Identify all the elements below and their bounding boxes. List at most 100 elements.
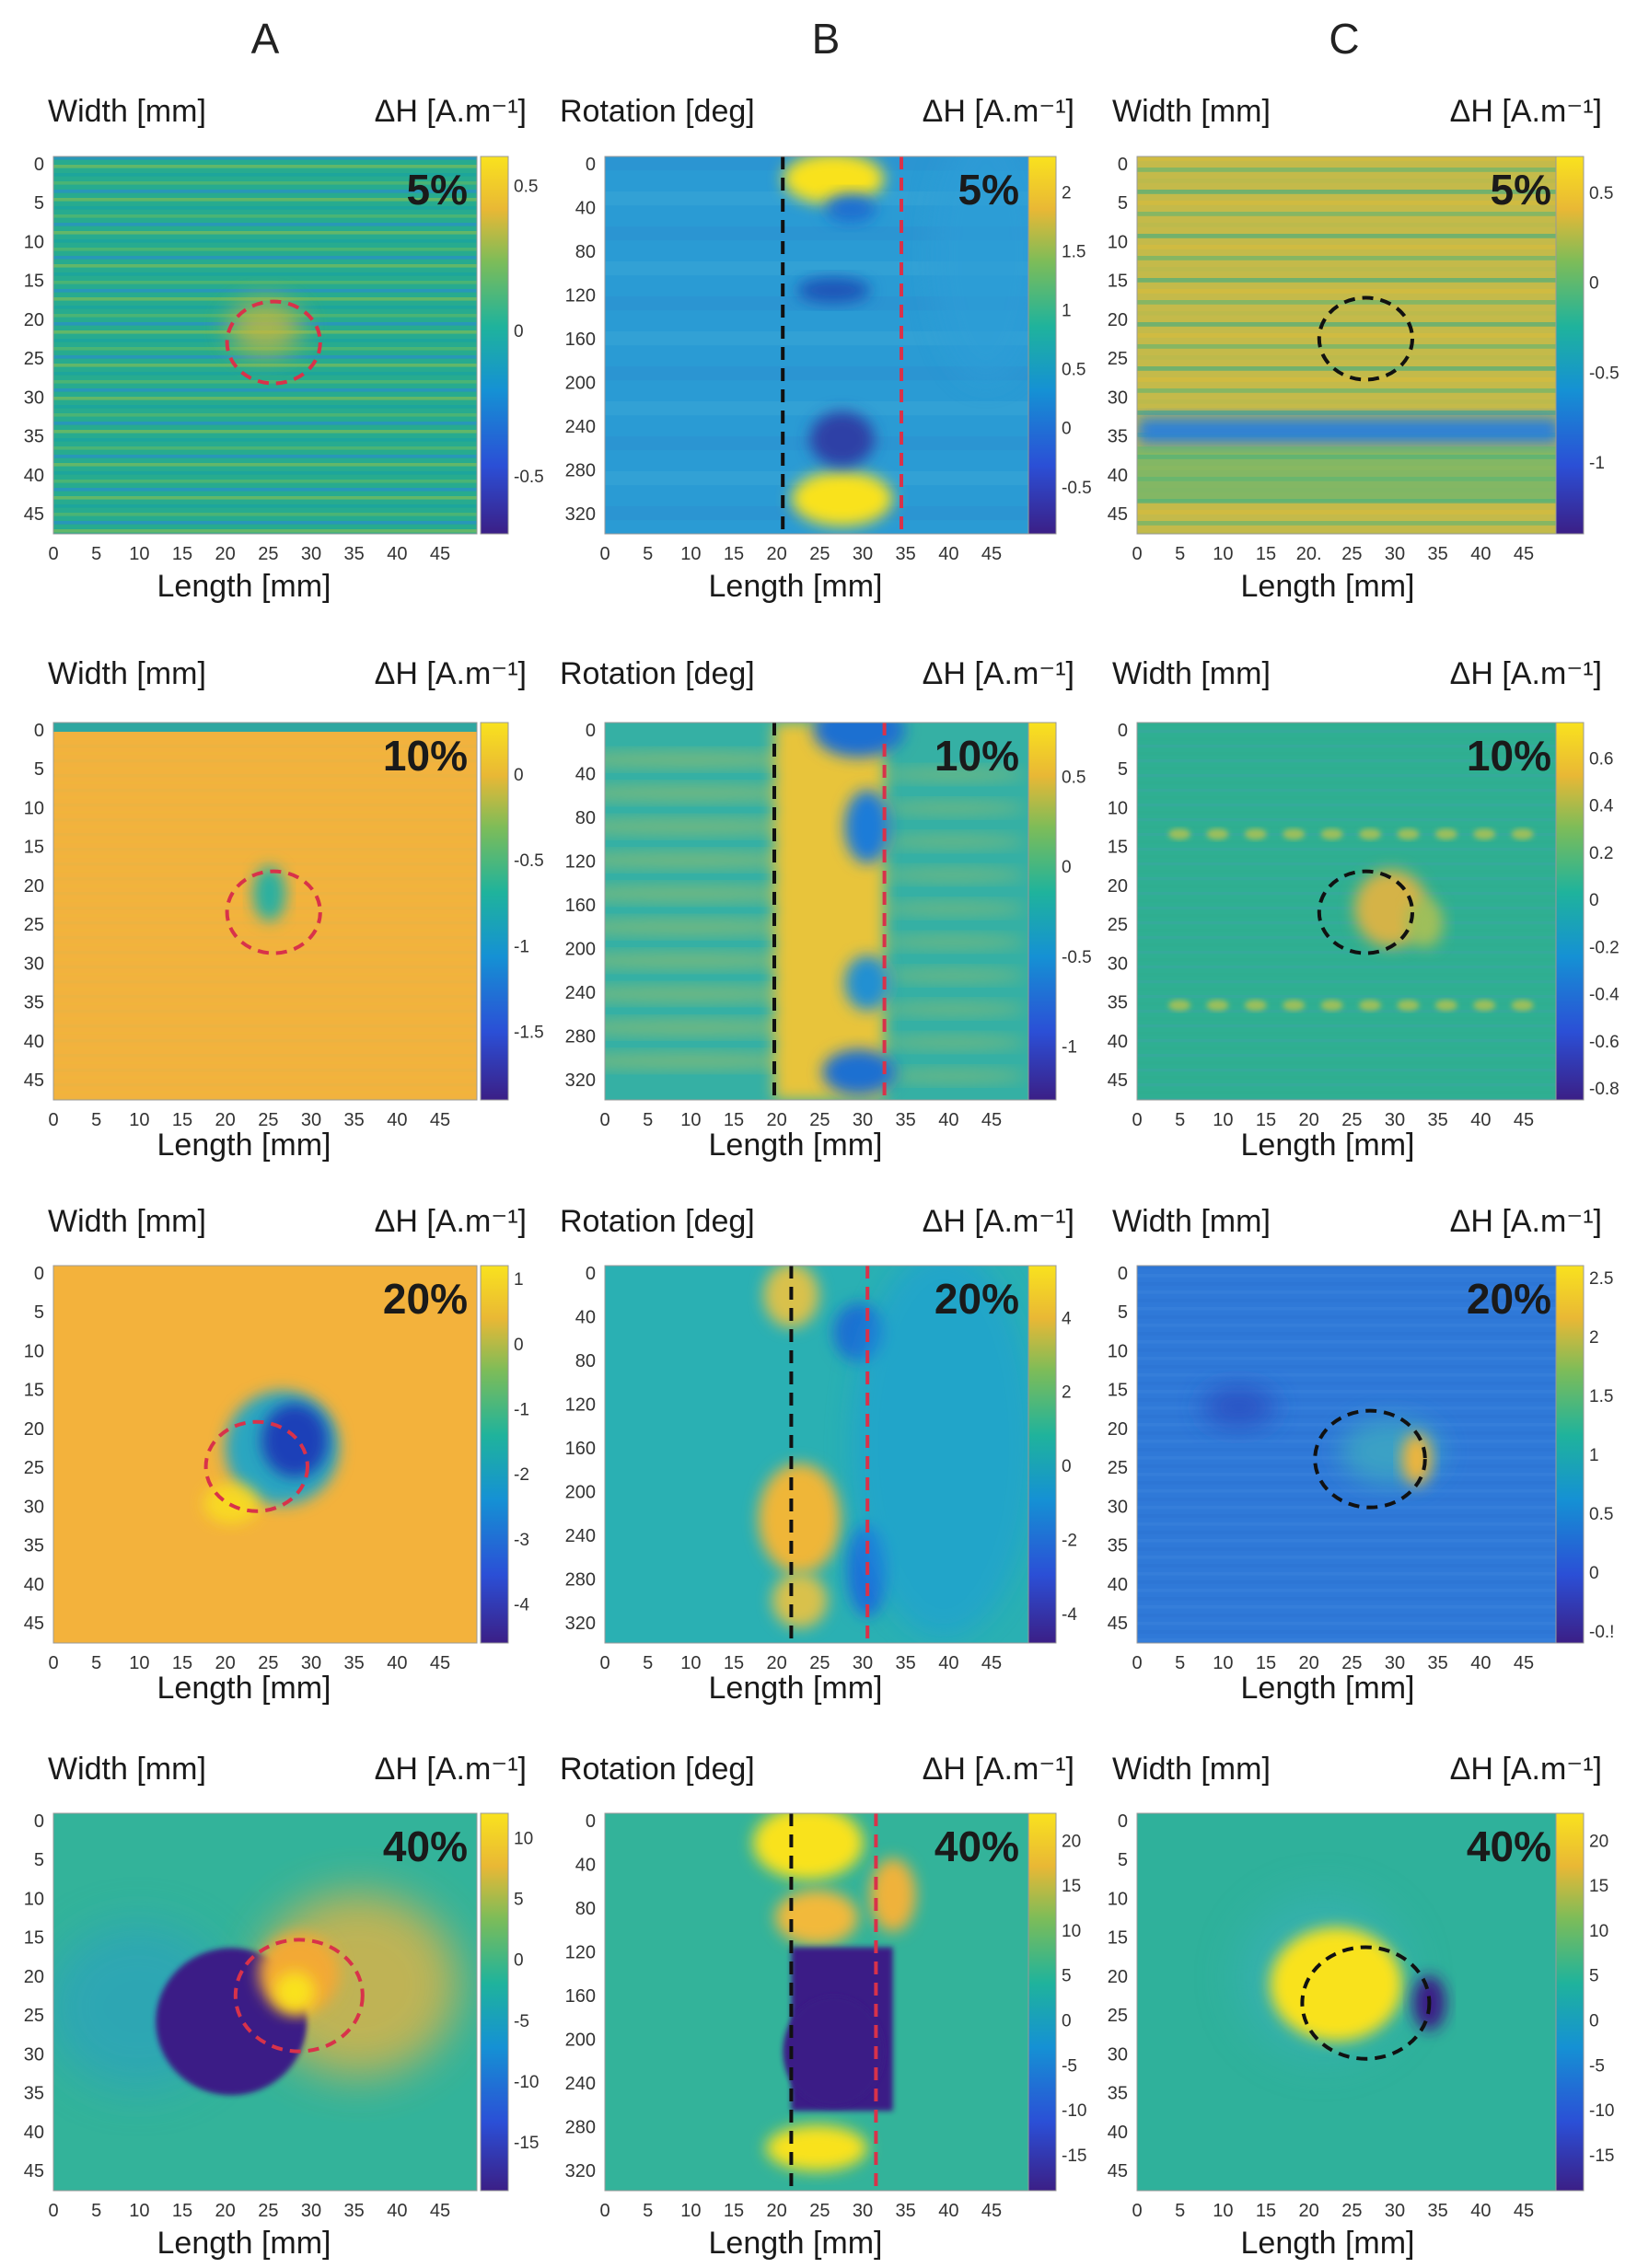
panel-b-10-ylabel: Rotation [deg] bbox=[560, 656, 755, 691]
panel-b-40-cbar-tick: -10 bbox=[1062, 2101, 1086, 2121]
panel-a-10-xtick: 0 bbox=[48, 1110, 58, 1130]
panel-b-5-xtick: 35 bbox=[896, 544, 916, 564]
scan-line bbox=[1137, 1091, 1561, 1094]
defect-signal bbox=[1137, 446, 1561, 503]
panel-b-20-xtick: 20 bbox=[767, 1653, 787, 1673]
panel-c-20-ylabel: Width [mm] bbox=[1112, 1204, 1271, 1239]
panel-b-5-xtick: 40 bbox=[938, 544, 958, 564]
panel-b-40-cbar-label: ΔH [A.m⁻¹] bbox=[923, 1752, 1074, 1787]
panel-b-40-ytick: 320 bbox=[565, 2161, 596, 2181]
scan-line bbox=[605, 331, 1028, 346]
panel-c-5: Width [mm] ΔH [A.m⁻¹] 5% 0 5 10 15 20 25 30 35 40 45… bbox=[1108, 94, 1620, 604]
scan-line bbox=[1137, 921, 1561, 925]
panel-a-10-colorbar bbox=[480, 722, 509, 1101]
scan-line bbox=[1137, 1324, 1561, 1327]
panel-b-20-ytick: 80 bbox=[575, 1351, 596, 1371]
panel-b-5-heatmap bbox=[605, 156, 1028, 534]
panel-c-5-xtick: 0 bbox=[1132, 544, 1142, 564]
panel-a-20-cbar-tick: 0 bbox=[514, 1336, 524, 1355]
scan-line bbox=[1137, 1039, 1561, 1043]
scan-line bbox=[1137, 781, 1561, 785]
scan-line bbox=[53, 1032, 477, 1036]
panel-c-40-cbar-tick: -5 bbox=[1589, 2056, 1605, 2076]
defect-outline bbox=[1317, 295, 1415, 382]
panel-b-5-ytick: 80 bbox=[575, 242, 596, 262]
defect-signal bbox=[1270, 1927, 1403, 2042]
defect-signal bbox=[809, 411, 875, 468]
panel-c-20-cbar-tick: 1.5 bbox=[1589, 1387, 1613, 1406]
panel-c-5-cbar-label: ΔH [A.m⁻¹] bbox=[1450, 94, 1602, 129]
panel-a-10-ytick: 10 bbox=[24, 798, 44, 818]
panel-c-20-ytick: 35 bbox=[1108, 1536, 1128, 1556]
scan-line bbox=[1137, 245, 1561, 249]
panel-a-10-xtick: 10 bbox=[129, 1110, 149, 1130]
panel-c-20-xlabel: Length [mm] bbox=[1241, 1671, 1415, 1706]
scan-line bbox=[53, 156, 477, 160]
scan-line bbox=[1137, 737, 1561, 741]
defect-signal bbox=[1283, 828, 1306, 840]
scan-line bbox=[53, 1039, 477, 1043]
panel-b-40-xtick: 10 bbox=[680, 2201, 701, 2221]
panel-a-40-heatmap bbox=[53, 1813, 477, 2191]
panel-a-40-xtick: 25 bbox=[258, 2201, 278, 2221]
panel-a-10-frame bbox=[52, 722, 478, 1101]
defect-signal bbox=[796, 277, 871, 304]
panel-a-40-xtick: 15 bbox=[172, 2201, 192, 2221]
panel-c-20-ytick: 20 bbox=[1108, 1419, 1128, 1440]
defect-signal bbox=[1473, 828, 1496, 840]
scan-line bbox=[1137, 907, 1561, 910]
panel-a-10-xtick: 30 bbox=[301, 1110, 321, 1130]
defect-signal bbox=[1434, 828, 1457, 840]
panel-a-5-ytick: 40 bbox=[24, 466, 44, 486]
panel-a-40-xlabel: Length [mm] bbox=[157, 2226, 331, 2261]
panel-b-40-xtick: 0 bbox=[599, 2201, 610, 2221]
panel-c-10-xtick: 45 bbox=[1514, 1110, 1534, 1130]
panel-c-40-ytick: 45 bbox=[1108, 2161, 1128, 2181]
scan-line bbox=[1137, 1406, 1561, 1410]
defect-outline bbox=[1300, 1945, 1432, 2061]
defect-outline bbox=[225, 299, 322, 386]
panel-c-40-cbar-tick: 5 bbox=[1589, 1967, 1599, 1986]
panel-b-5-cbar-tick: 0.5 bbox=[1062, 361, 1086, 380]
panel-c-40-ytick: 25 bbox=[1108, 2006, 1128, 2026]
defect-signal bbox=[1137, 416, 1561, 445]
panel-b-40-ytick: 0 bbox=[586, 1811, 596, 1832]
panel-b-10-xtick: 30 bbox=[853, 1110, 873, 1130]
scan-line bbox=[1137, 833, 1561, 837]
panel-b-10-level-label: 10% bbox=[935, 732, 1019, 780]
defect-signal bbox=[844, 790, 891, 864]
panel-a-5-ytick: 0 bbox=[34, 155, 44, 175]
panel-b-5-xtick: 0 bbox=[599, 544, 610, 564]
scan-line bbox=[53, 958, 477, 962]
panel-b-20-ytick: 40 bbox=[575, 1308, 596, 1328]
panel-a-20-ytick: 15 bbox=[24, 1381, 44, 1401]
panel-c-5-ytick: 30 bbox=[1108, 388, 1128, 408]
panel-c-5-ytick: 5 bbox=[1118, 193, 1128, 214]
scan-line bbox=[1137, 1564, 1561, 1568]
panel-b-5-ylabel: Rotation [deg] bbox=[560, 94, 755, 129]
scan-line bbox=[1137, 1514, 1561, 1518]
scan-line bbox=[1137, 759, 1561, 763]
scan-line bbox=[53, 397, 477, 400]
scan-line bbox=[1137, 1605, 1561, 1609]
panel-b-40-xtick: 45 bbox=[981, 2201, 1002, 2221]
panel-b-20-ytick: 160 bbox=[565, 1439, 596, 1459]
panel-c-5-xtick: 20. bbox=[1296, 544, 1322, 564]
panel-c-5-xtick: 40 bbox=[1470, 544, 1491, 564]
panel-c-40-xtick: 30 bbox=[1385, 2201, 1405, 2221]
scan-line bbox=[1137, 1431, 1561, 1435]
defect-signal bbox=[274, 1971, 316, 2012]
panel-b-10-xtick: 20 bbox=[767, 1110, 787, 1130]
scan-line bbox=[1137, 311, 1561, 316]
panel-a-10-cbar-tick: 0 bbox=[514, 766, 524, 785]
panel-b-20-xtick: 25 bbox=[809, 1653, 830, 1673]
panel-a-5-xlabel: Length [mm] bbox=[157, 569, 331, 604]
scan-line bbox=[53, 988, 477, 991]
panel-c-40-xtick: 25 bbox=[1341, 2201, 1362, 2221]
panel-c-5-xlabel: Length [mm] bbox=[1241, 569, 1415, 604]
panel-b-40-ytick: 200 bbox=[565, 2031, 596, 2051]
scan-line bbox=[1137, 826, 1561, 829]
panel-c-40-xtick: 45 bbox=[1514, 2201, 1534, 2221]
panel-a-5-xtick: 40 bbox=[387, 544, 407, 564]
